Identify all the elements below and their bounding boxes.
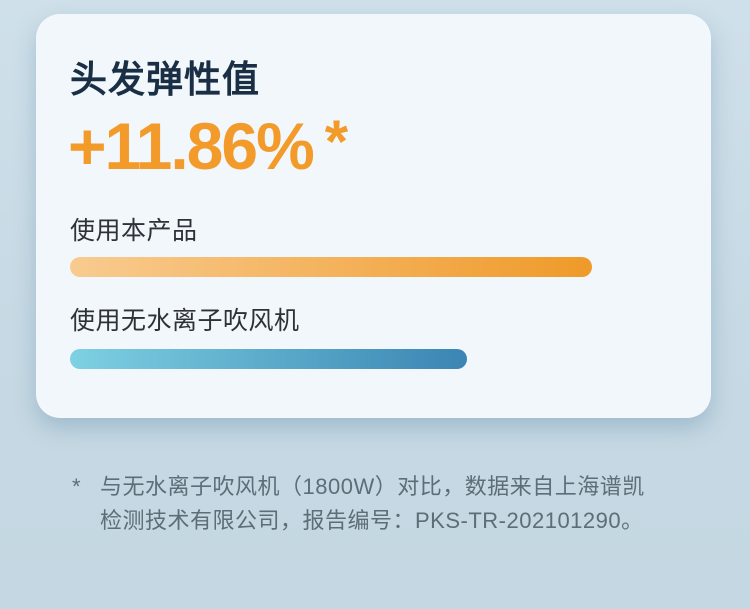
bar-label-this-product: 使用本产品 — [70, 217, 198, 245]
bar-group-this-product: 使用本产品 — [70, 214, 592, 277]
bar-this-product — [70, 257, 592, 277]
footnote: * 与无水离子吹风机（1800W）对比，数据来自上海谱凯 检测技术有限公司，报告… — [72, 470, 692, 538]
card-title: 头发弹性值 — [70, 59, 260, 100]
bar-waterless-ion-dryer — [70, 349, 467, 369]
footnote-line-2: 检测技术有限公司，报告编号：PKS-TR-202101290。 — [100, 508, 644, 533]
bar-track — [70, 257, 592, 277]
footnote-line-1: 与无水离子吹风机（1800W）对比，数据来自上海谱凯 — [100, 474, 645, 499]
metric-card: 头发弹性值 +11.86% * 使用本产品 使用无水离子吹风机 — [36, 14, 711, 418]
metric: +11.86% * — [68, 108, 348, 184]
footnote-asterisk-marker: * — [72, 474, 82, 499]
bar-label-waterless-ion-dryer: 使用无水离子吹风机 — [70, 307, 300, 335]
bar-group-waterless-ion-dryer: 使用无水离子吹风机 — [70, 304, 592, 369]
metric-value: +11.86% — [68, 109, 315, 183]
asterisk-icon: * — [324, 108, 349, 175]
bar-track — [70, 349, 592, 369]
